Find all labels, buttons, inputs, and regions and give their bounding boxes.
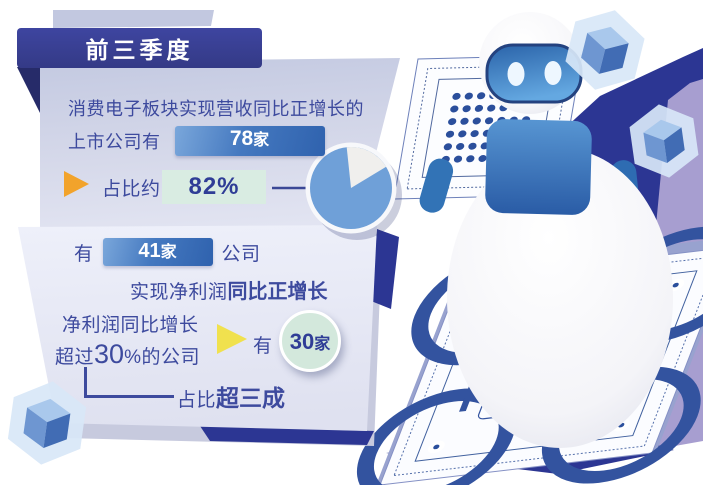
revenue-companies-count: 78 (229, 127, 254, 150)
ratio-value: 82% (188, 173, 240, 200)
robot-illustration (419, 12, 673, 448)
top-panel-corner (53, 10, 214, 28)
bottom-line6-bold: 超三成 (216, 385, 286, 411)
bottom-line6-normal: 占比 (177, 390, 217, 411)
robot-eye-left (507, 62, 525, 86)
over30-circle-badge: 30 家 (279, 310, 341, 372)
profit-companies-badge: 41 家 (102, 238, 213, 266)
navy-sliver-right (371, 229, 399, 309)
header-ribbon-badge: 前三季度 (17, 28, 262, 68)
yellow-arrow-icon (217, 324, 247, 354)
connector-line-horizontal (84, 395, 174, 398)
bottom-line4-num: 30 (94, 339, 125, 369)
top-line2-label: 上市公司有 (68, 132, 161, 152)
ratio-highlight-box: 82% (162, 170, 266, 204)
robot-chest-panel (485, 119, 592, 215)
robot-visor (485, 43, 583, 104)
bottom-line4-post: %的公司 (124, 347, 200, 368)
bottom-line5-prefix: 有 (253, 336, 273, 357)
bottom-line1-suffix: 公司 (221, 243, 261, 265)
lower-panel (18, 225, 377, 431)
bottom-line3: 净利润同比增长 (62, 315, 199, 336)
ratio-label: 占比约 (102, 179, 161, 200)
connector-line-vertical (84, 367, 87, 397)
ribbon-fold (17, 67, 40, 113)
pie-slice-rest (346, 146, 387, 188)
bottom-line4-pre: 超过 (55, 347, 95, 368)
bottom-line2-normal: 实现净利润 (130, 282, 228, 303)
robot-body (447, 148, 673, 448)
profit-companies-count: 41 (138, 240, 161, 262)
over30-count: 30 (289, 329, 315, 354)
bottom-line2-bold: 同比正增长 (227, 281, 328, 303)
orange-arrow-icon (64, 171, 89, 197)
robot-eye-right (544, 61, 562, 85)
pie-chart (272, 142, 402, 240)
bottom-line1-prefix: 有 (74, 243, 94, 265)
top-line1: 消费电子板块实现营收同比正增长的 (68, 99, 364, 119)
header-ribbon-label: 前三季度 (85, 37, 194, 63)
robot-left-arm (419, 158, 454, 213)
navy-sliver-bottom (200, 426, 374, 445)
revenue-companies-badge: 78 家 (174, 126, 325, 156)
